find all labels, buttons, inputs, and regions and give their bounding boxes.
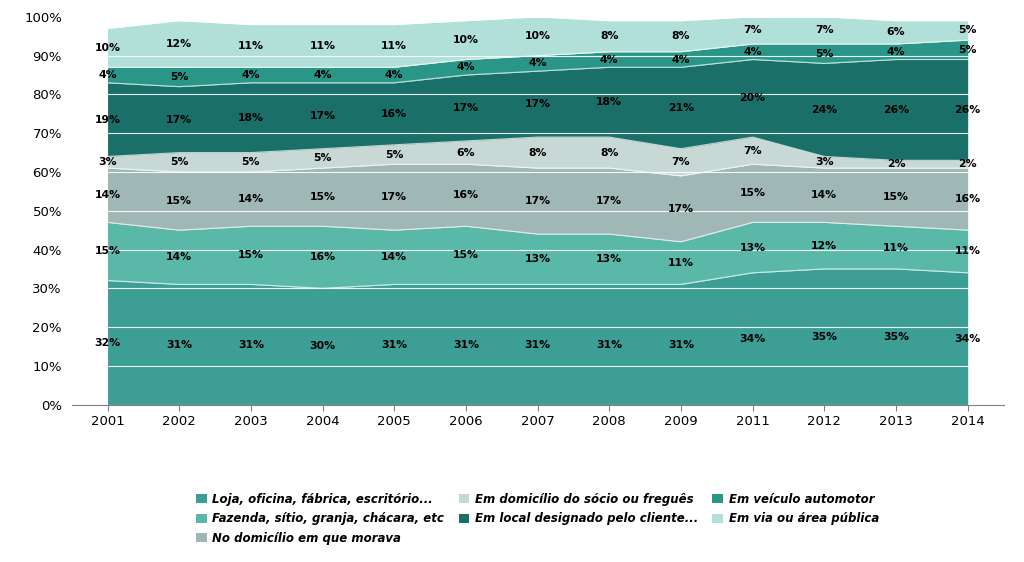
- Text: 4%: 4%: [528, 58, 547, 69]
- Text: 32%: 32%: [94, 338, 121, 347]
- Text: 14%: 14%: [94, 191, 121, 200]
- Text: 35%: 35%: [883, 332, 909, 342]
- Text: 7%: 7%: [672, 157, 690, 167]
- Text: 4%: 4%: [313, 70, 332, 80]
- Text: 8%: 8%: [600, 31, 618, 41]
- Text: 15%: 15%: [238, 250, 264, 260]
- Text: 31%: 31%: [668, 339, 694, 350]
- Text: 13%: 13%: [596, 254, 623, 264]
- Text: 11%: 11%: [381, 41, 408, 51]
- Text: 4%: 4%: [600, 55, 618, 65]
- Text: 4%: 4%: [98, 70, 117, 80]
- Text: 13%: 13%: [524, 254, 551, 264]
- Text: 15%: 15%: [309, 192, 336, 202]
- Text: 26%: 26%: [883, 105, 909, 115]
- Text: 8%: 8%: [528, 148, 547, 157]
- Text: 6%: 6%: [887, 28, 905, 37]
- Text: 7%: 7%: [743, 146, 762, 156]
- Text: 17%: 17%: [668, 204, 694, 214]
- Text: 14%: 14%: [811, 191, 838, 200]
- Text: 13%: 13%: [739, 243, 766, 252]
- Text: 35%: 35%: [811, 332, 838, 342]
- Text: 16%: 16%: [381, 109, 408, 119]
- Text: 31%: 31%: [524, 339, 551, 350]
- Text: 17%: 17%: [596, 196, 623, 206]
- Text: 17%: 17%: [453, 103, 479, 113]
- Text: 5%: 5%: [170, 72, 188, 82]
- Text: 5%: 5%: [815, 49, 834, 58]
- Text: 4%: 4%: [887, 47, 905, 57]
- Text: 16%: 16%: [453, 191, 479, 200]
- Text: 17%: 17%: [166, 115, 193, 125]
- Text: 3%: 3%: [98, 157, 117, 167]
- Text: 5%: 5%: [958, 25, 977, 35]
- Text: 34%: 34%: [739, 334, 766, 344]
- Text: 5%: 5%: [958, 45, 977, 55]
- Text: 16%: 16%: [309, 252, 336, 262]
- Text: 7%: 7%: [743, 25, 762, 35]
- Legend: Loja, oficina, fábrica, escritório..., Fazenda, sítio, granja, chácara, etc, No : Loja, oficina, fábrica, escritório..., F…: [191, 488, 884, 550]
- Text: 31%: 31%: [166, 339, 193, 350]
- Text: 5%: 5%: [385, 149, 403, 160]
- Text: 8%: 8%: [672, 31, 690, 41]
- Text: 10%: 10%: [94, 43, 121, 53]
- Text: 15%: 15%: [883, 192, 909, 202]
- Text: 31%: 31%: [596, 339, 623, 350]
- Text: 31%: 31%: [381, 339, 408, 350]
- Text: 2%: 2%: [887, 159, 905, 169]
- Text: 5%: 5%: [242, 157, 260, 167]
- Text: 5%: 5%: [313, 153, 332, 164]
- Text: 30%: 30%: [309, 342, 336, 351]
- Text: 14%: 14%: [166, 252, 193, 262]
- Text: 15%: 15%: [739, 188, 766, 198]
- Text: 31%: 31%: [238, 339, 264, 350]
- Text: 18%: 18%: [596, 97, 623, 107]
- Text: 4%: 4%: [672, 55, 690, 65]
- Text: 11%: 11%: [238, 41, 264, 51]
- Text: 18%: 18%: [238, 113, 264, 123]
- Text: 11%: 11%: [954, 247, 981, 256]
- Text: 3%: 3%: [815, 157, 834, 167]
- Text: 21%: 21%: [668, 103, 694, 113]
- Text: 17%: 17%: [524, 196, 551, 206]
- Text: 2%: 2%: [958, 159, 977, 169]
- Text: 12%: 12%: [166, 39, 193, 49]
- Text: 4%: 4%: [242, 70, 260, 80]
- Text: 17%: 17%: [524, 99, 551, 109]
- Text: 17%: 17%: [309, 111, 336, 121]
- Text: 8%: 8%: [600, 148, 618, 157]
- Text: 31%: 31%: [453, 339, 479, 350]
- Text: 4%: 4%: [457, 62, 475, 72]
- Text: 34%: 34%: [954, 334, 981, 344]
- Text: 14%: 14%: [238, 194, 264, 204]
- Text: 11%: 11%: [668, 258, 694, 268]
- Text: 26%: 26%: [954, 105, 981, 115]
- Text: 17%: 17%: [381, 192, 408, 202]
- Text: 11%: 11%: [309, 41, 336, 51]
- Text: 24%: 24%: [811, 105, 838, 115]
- Text: 10%: 10%: [524, 31, 551, 41]
- Text: 16%: 16%: [954, 194, 981, 204]
- Text: 7%: 7%: [815, 25, 834, 35]
- Text: 5%: 5%: [170, 157, 188, 167]
- Text: 11%: 11%: [883, 243, 909, 252]
- Text: 4%: 4%: [743, 47, 762, 57]
- Text: 20%: 20%: [739, 93, 766, 103]
- Text: 15%: 15%: [166, 196, 193, 206]
- Text: 15%: 15%: [94, 247, 121, 256]
- Text: 12%: 12%: [811, 241, 838, 251]
- Text: 19%: 19%: [94, 115, 121, 125]
- Text: 6%: 6%: [457, 148, 475, 157]
- Text: 10%: 10%: [453, 35, 479, 45]
- Text: 4%: 4%: [385, 70, 403, 80]
- Text: 15%: 15%: [453, 250, 479, 260]
- Text: 14%: 14%: [381, 252, 408, 262]
